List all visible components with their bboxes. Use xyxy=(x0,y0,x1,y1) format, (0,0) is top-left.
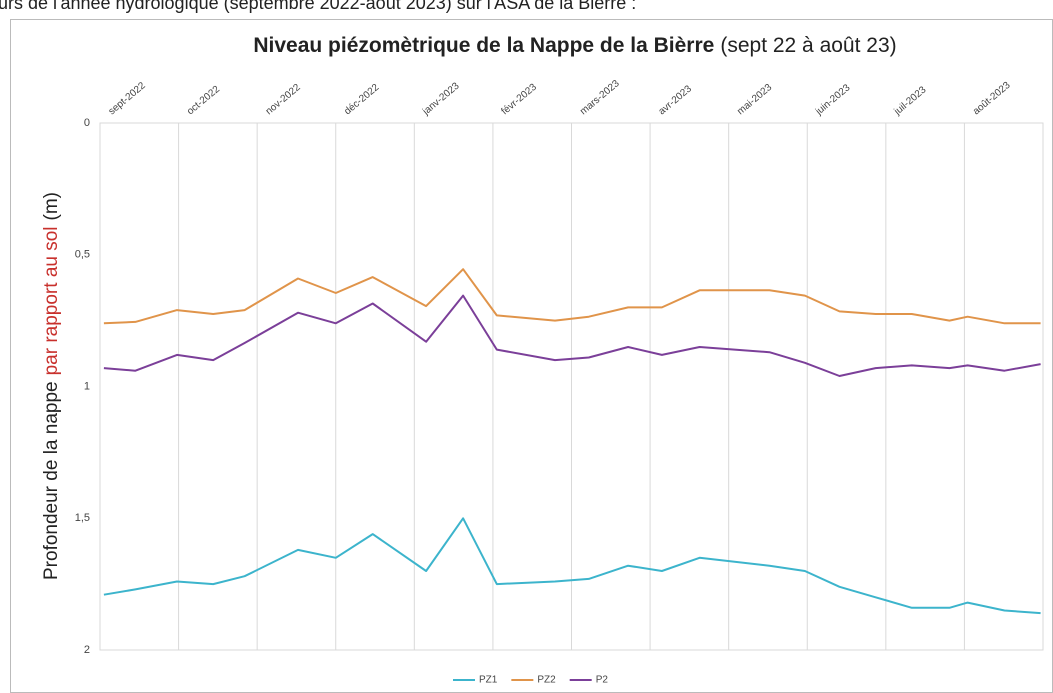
y-tick-label: 0 xyxy=(84,117,90,129)
title: Niveau piézomètrique de la Nappe de la B… xyxy=(253,34,714,57)
legend-label: PZ2 xyxy=(537,675,556,686)
y-tick-label: 2 xyxy=(84,644,90,656)
series-line xyxy=(103,294,1041,377)
legend: PZ1 PZ2 P2 xyxy=(453,675,608,686)
legend-label: PZ1 xyxy=(479,675,498,686)
legend-label: P2 xyxy=(596,675,609,686)
y-tick-label: 1,5 xyxy=(75,512,90,524)
y-label-part: Profondeur de la nappe xyxy=(41,381,62,580)
y-tick-label: 0,5 xyxy=(75,249,90,261)
caption: urs de l'année hydrologique (septembre 2… xyxy=(0,0,636,13)
subtitle: (sept 22 à août 23) xyxy=(720,34,896,57)
chart-title: Niveau piézomètrique de la Nappe de la B… xyxy=(253,34,896,57)
y-label-highlight: par rapport au sol xyxy=(41,226,62,375)
y-tick-label: 1 xyxy=(84,380,90,392)
series-line xyxy=(103,268,1041,325)
series-line xyxy=(103,517,1041,615)
y-label-part: (m) xyxy=(41,192,62,220)
y-axis-label: Profondeur de la nappe par rapport au sol… xyxy=(41,192,62,580)
